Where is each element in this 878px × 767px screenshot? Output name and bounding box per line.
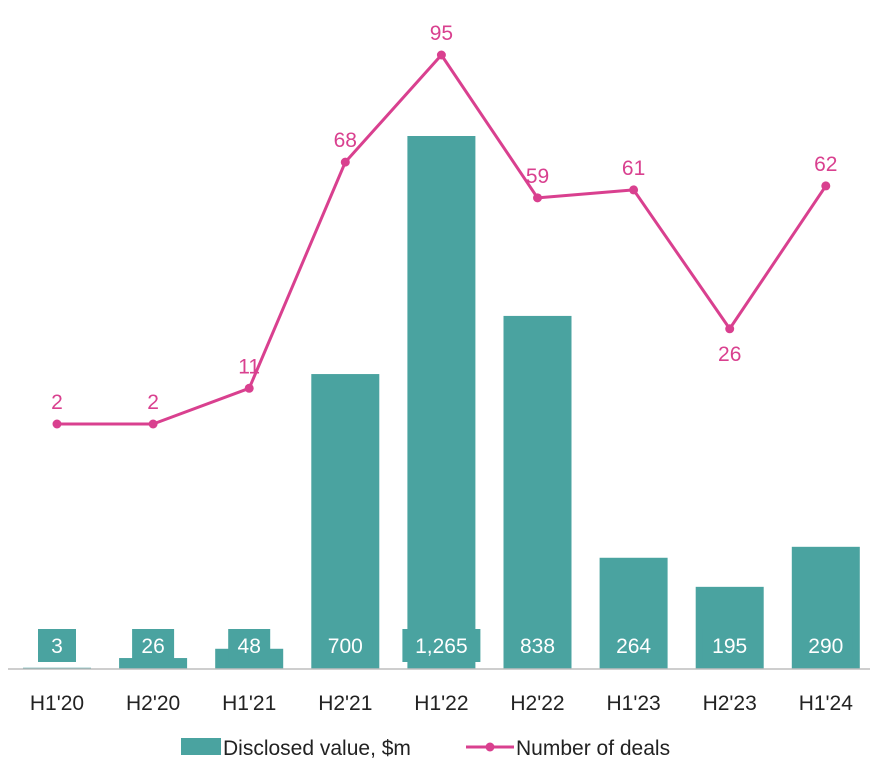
bar-data-label: 264 [616, 635, 651, 658]
bar [503, 315, 572, 669]
bar-label-box [228, 629, 271, 662]
bar-label-box [318, 629, 373, 662]
line-point [629, 185, 639, 195]
line-point [244, 383, 254, 393]
line-data-label: 61 [622, 157, 645, 180]
line-point [533, 193, 542, 203]
x-tick-label: H2'23 [703, 692, 757, 715]
line-data-label: 62 [814, 153, 837, 176]
line-data-label: 2 [147, 391, 159, 414]
x-tick-label: H1'24 [799, 692, 854, 715]
legend-swatch-bar [181, 738, 221, 755]
bar-label-box [702, 629, 757, 662]
legend: Disclosed value, $m Number of deals [181, 737, 670, 760]
line-data-label: 95 [430, 22, 453, 45]
x-axis-ticks: H1'20 H2'20 H1'21 H2'21 H1'22 H2'22 H1'23 H2'23… [30, 692, 853, 715]
legend-swatch-marker [485, 742, 495, 752]
bars-layer [23, 136, 860, 669]
line-series-layer: 2 2 11 68 95 59 61 26 62 [51, 22, 837, 429]
bar-data-label: 700 [328, 635, 363, 658]
bar [119, 658, 188, 669]
bar-data-label: 48 [238, 635, 261, 658]
bar-labels-layer: 3 26 48 700 1,265 838 264 195 290 [38, 629, 853, 662]
bar [311, 374, 380, 669]
bar-data-label: 3 [51, 635, 63, 658]
x-tick-label: H2'22 [510, 692, 564, 715]
bar [407, 136, 476, 669]
line-data-label: 26 [718, 343, 741, 366]
legend-item-line: Number of deals [466, 737, 670, 760]
bar-label-box [606, 629, 661, 662]
legend-label-bar: Disclosed value, $m [223, 737, 411, 760]
line-point [148, 419, 158, 429]
bar-label-box [402, 629, 481, 662]
line-data-label: 2 [51, 391, 63, 414]
line-point [52, 419, 62, 429]
bar-label-box [132, 629, 175, 662]
line-data-label: 11 [238, 355, 260, 378]
legend-item-bar: Disclosed value, $m [181, 737, 411, 760]
line-point [340, 157, 350, 167]
x-tick-label: H2'21 [318, 692, 372, 715]
bar-data-label: 26 [141, 635, 164, 658]
line-data-label: 68 [334, 129, 357, 152]
bar-label-box [510, 629, 565, 662]
legend-label-line: Number of deals [516, 737, 670, 760]
bar-data-label: 195 [712, 635, 747, 658]
line-point [436, 50, 446, 60]
bar-label-box [798, 629, 853, 662]
x-tick-label: H1'23 [606, 692, 660, 715]
x-tick-label: H1'21 [222, 692, 276, 715]
bar-data-label: 838 [520, 635, 555, 658]
bar-label-box [38, 629, 76, 662]
bar-data-label: 1,265 [415, 635, 468, 658]
line-data-label: 59 [526, 165, 549, 188]
x-tick-label: H1'22 [414, 692, 468, 715]
x-tick-label: H1'20 [30, 692, 84, 715]
line-point [725, 324, 735, 334]
bar-data-label: 290 [808, 635, 843, 658]
x-tick-label: H2'20 [126, 692, 180, 715]
line-point [821, 181, 831, 191]
